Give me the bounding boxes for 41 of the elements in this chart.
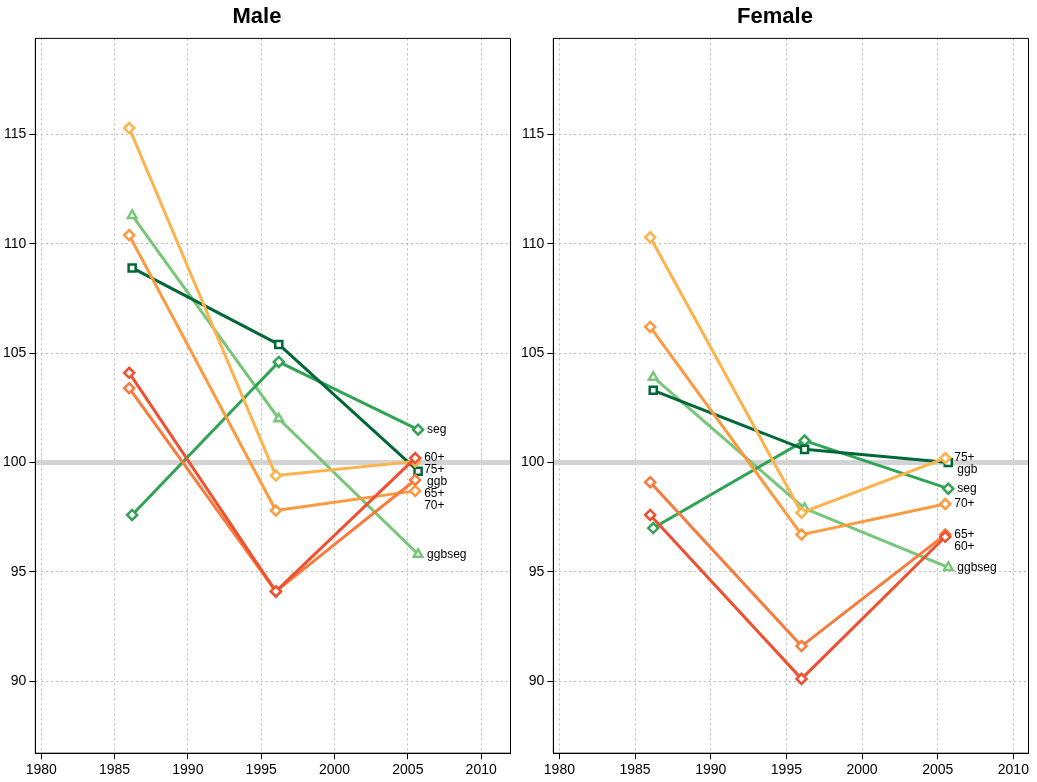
series-label: 60+ [954, 538, 975, 553]
x-tick-label: 2000 [318, 761, 351, 778]
series-label: ggbseg [427, 546, 467, 561]
y-tick-label: 100 [3, 453, 27, 470]
y-tick-label: 95 [10, 562, 27, 579]
y-tick-label: 105 [521, 344, 545, 361]
y-tick-label: 95 [528, 562, 545, 579]
x-tick-label: 1985 [619, 761, 651, 778]
x-tick-label: 1985 [98, 761, 131, 778]
x-tick-label: 1995 [245, 761, 277, 778]
series-label: 65+ [954, 526, 975, 541]
x-tick-label: 2010 [997, 761, 1030, 778]
series-label: seg [957, 481, 977, 496]
series-label: 60+ [424, 450, 445, 465]
series-label: 70+ [954, 496, 975, 511]
series-label: 75+ [424, 462, 445, 477]
y-tick-label: 90 [528, 671, 545, 688]
x-tick-label: 2005 [922, 761, 954, 778]
series-label: 75+ [954, 450, 975, 465]
y-tick-label: 90 [10, 671, 27, 688]
series-label: 70+ [424, 498, 445, 513]
series-label: ggb [427, 474, 448, 489]
series-label: ggbseg [957, 559, 997, 574]
x-tick-label: 2005 [392, 761, 424, 778]
y-tick-label: 115 [4, 125, 27, 142]
chart-title: Male [232, 3, 282, 29]
y-tick-label: 105 [3, 344, 27, 361]
y-tick-label: 110 [4, 234, 27, 251]
x-tick-label: 2000 [846, 761, 878, 778]
y-tick-label: 100 [521, 453, 545, 470]
x-tick-label: 1990 [172, 761, 204, 778]
chart-title: Female [737, 3, 813, 29]
x-tick-label: 1980 [25, 761, 57, 778]
y-tick-label: 110 [522, 234, 545, 251]
y-tick-label: 115 [522, 125, 545, 142]
series-label: ggb [957, 462, 978, 477]
x-tick-label: 1995 [770, 761, 803, 778]
x-tick-label: 1980 [543, 761, 576, 778]
x-tick-label: 1990 [695, 761, 727, 778]
x-tick-label: 2010 [465, 761, 497, 778]
series-label: seg [427, 421, 447, 436]
